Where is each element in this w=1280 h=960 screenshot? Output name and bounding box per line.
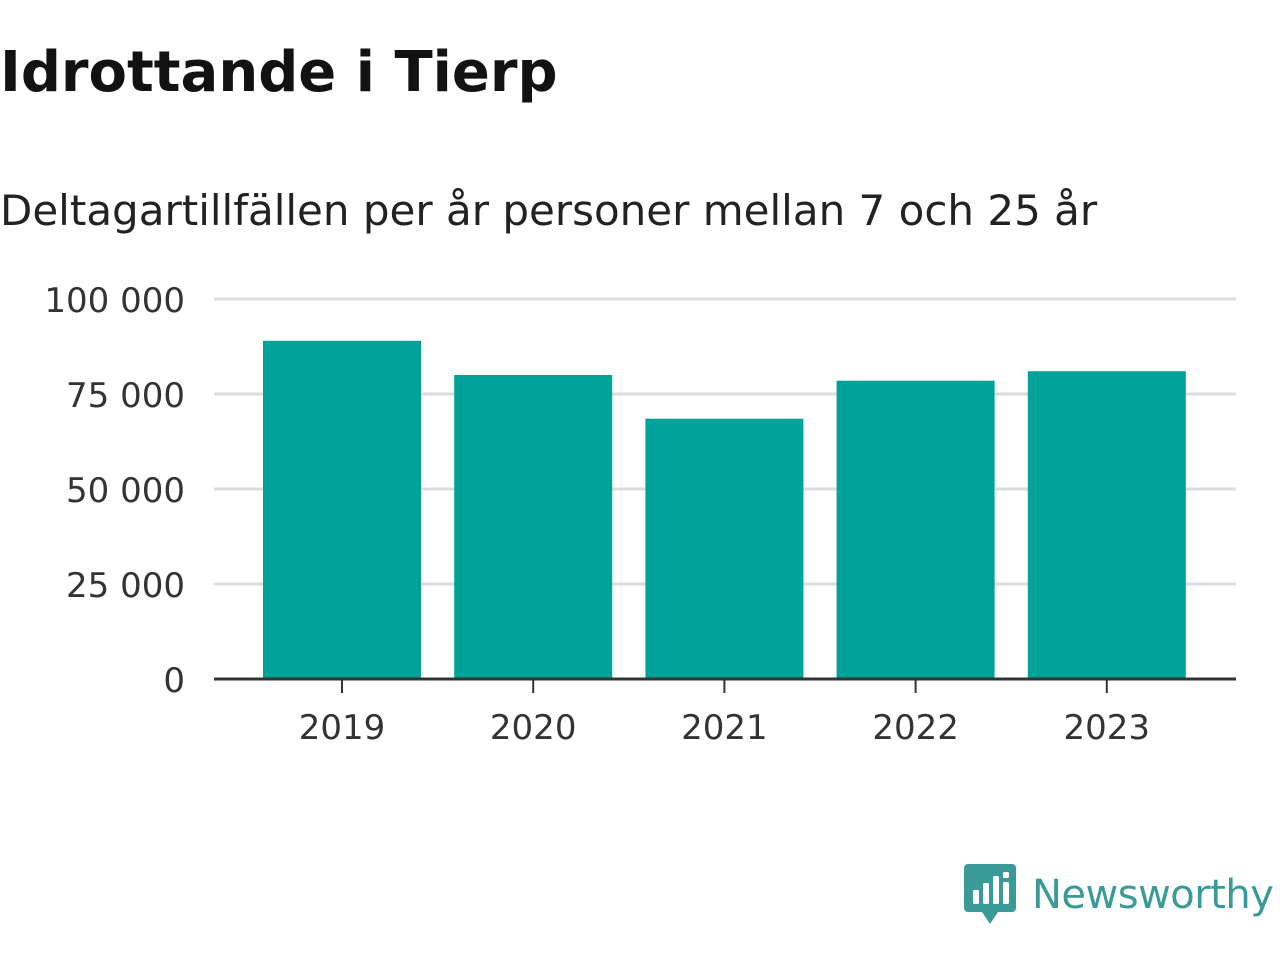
y-tick-label: 75 000 <box>66 376 185 416</box>
brand-name: Newsworthy <box>1032 872 1274 918</box>
bar-2020 <box>454 375 613 679</box>
axes <box>214 677 1236 693</box>
y-tick-label: 0 <box>163 661 185 701</box>
x-tick-label: 2021 <box>681 708 768 748</box>
x-tick-label: 2023 <box>1064 708 1151 748</box>
bar-chart-speech-bubble-icon <box>964 864 1016 924</box>
x-tick-label: 2020 <box>490 708 577 748</box>
bar-2023 <box>1027 371 1186 679</box>
newsworthy-logo: Newsworthy <box>964 864 1274 926</box>
chart-title: Idrottande i Tierp <box>0 40 558 105</box>
y-tick-label: 50 000 <box>66 471 185 511</box>
y-tick-label: 25 000 <box>66 566 185 606</box>
y-tick-label: 100 000 <box>44 281 185 321</box>
bars <box>263 340 1186 679</box>
tick-labels: 0 25 000 50 000 75 000 100 000 2019 2020 2021 20… <box>44 281 1150 748</box>
x-tick-label: 2022 <box>872 708 959 748</box>
bar-2021 <box>645 418 804 679</box>
bar-2019 <box>263 340 421 679</box>
x-tick-label: 2019 <box>299 708 386 748</box>
bar-2022 <box>836 380 995 679</box>
chart-subtitle: Deltagartillfällen per år personer mella… <box>0 186 1098 235</box>
